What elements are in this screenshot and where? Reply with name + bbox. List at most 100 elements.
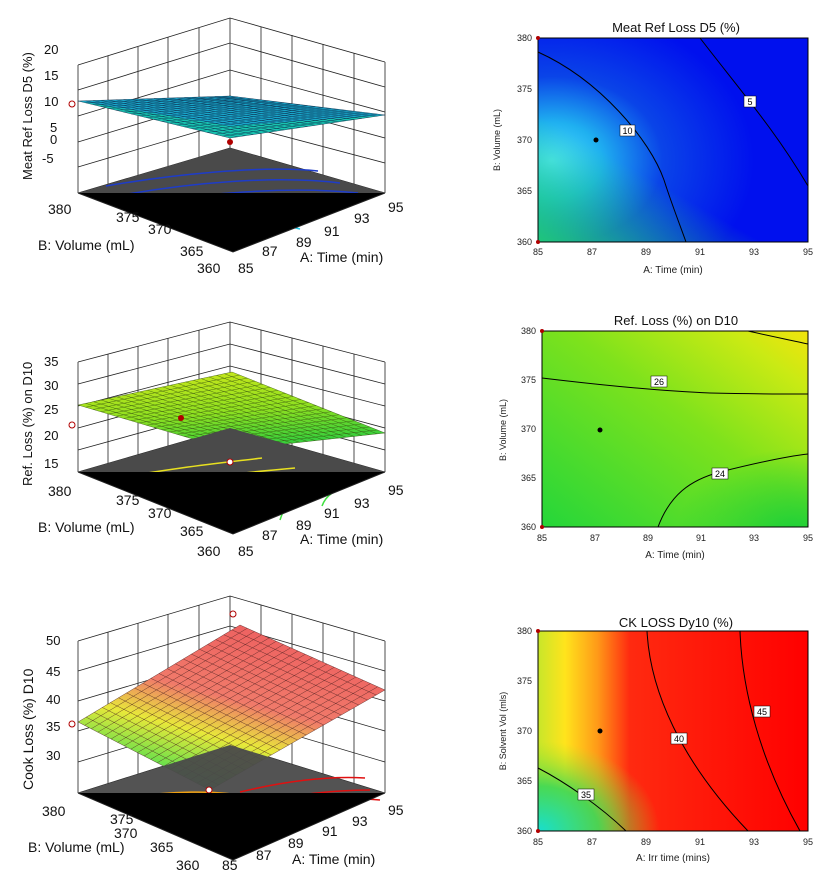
contour3-xlabel: A: Irr time (mins) [636,853,710,864]
tick-label: 365 [150,839,174,855]
tick-label: 375 [116,492,140,508]
tick-label: 87 [587,247,597,257]
surface-mesh-line [207,111,362,133]
tick-label: 85 [222,857,238,873]
surface3-xlabel: A: Time (min) [292,851,375,867]
surface-mesh-line [108,99,262,109]
surface-mesh-line [93,377,248,410]
surface2-zlabel: Ref. Loss (%) on D10 [20,362,35,486]
tick-label: 95 [388,802,404,818]
tick-label: 360 [517,826,532,836]
contour2-xlabel: A: Time (min) [645,550,704,561]
surface-mesh-line [91,631,255,729]
surface2-zticks: 35 30 25 20 15 [44,354,58,471]
contour2-title: Ref. Loss (%) on D10 [614,313,738,328]
contour1-field-shade [538,38,808,242]
tick-label: 85 [238,543,254,559]
surface-mesh-line [123,390,278,419]
surface3-ylabel: B: Volume (mL) [28,839,124,855]
tick-label: 20 [44,42,58,57]
surface3-yticks: 380 375 370 365 360 [42,803,200,873]
tick-label: 380 [517,626,532,636]
tick-label: 91 [696,533,706,543]
tick-label: 30 [44,378,58,393]
tick-label: 360 [197,260,221,276]
contour3-frame [537,630,809,832]
surface2-axis-marker [226,458,234,466]
contour1-ylabel: B: Volume (mL) [492,109,502,171]
contour2-label-24: 24 [715,469,725,479]
surface-mesh-line [161,106,316,122]
surface-mesh-line [104,637,270,736]
tick-label: 95 [803,837,813,847]
tick-label: 40 [46,692,60,707]
contour2-field-shade [542,331,808,527]
contour3-yticks: 360 365 370 375 380 [517,626,532,836]
tick-label: 380 [517,33,532,43]
tick-label: 375 [517,676,532,686]
surface-mesh-line [138,396,294,424]
tick-label: 0 [50,132,57,147]
contour3-title: CK LOSS Dy10 (%) [619,615,733,630]
tick-label: 380 [42,803,66,819]
surface-mesh-line [161,405,317,430]
surface1-xlabel: A: Time (min) [300,249,383,265]
tick-label: 375 [521,375,536,385]
tick-label: 95 [803,533,813,543]
contour1-corner-point [536,240,540,244]
surface-mesh-line [137,654,306,753]
surface1-yticks: 380 375 370 365 360 [48,201,221,276]
contour1-title: Meat Ref Loss D5 (%) [612,20,740,35]
tick-label: 87 [590,533,600,543]
surface-mesh-line [176,411,332,435]
contour1-xticks: 85 87 89 91 93 95 [533,247,813,257]
contour2-ylabel: B: Volume (mL) [498,399,508,461]
tick-label: 370 [148,221,172,237]
surface-mesh-line [100,380,255,412]
surface-plot-2: 35 30 25 20 15 Ref. Loss (%) on D10 380 … [20,321,404,559]
tick-label: 380 [48,201,72,217]
surface-mesh-line [146,104,300,118]
surface-mesh-line [77,95,231,102]
tick-label: 370 [148,505,172,521]
tick-label: 10 [44,94,58,109]
tick-label: 89 [643,533,653,543]
surface1-ylabel: B: Volume (mL) [38,237,134,253]
tick-label: 365 [517,186,532,196]
tick-label: 93 [354,210,370,226]
surface-mesh-line [85,96,238,104]
tick-label: 30 [46,748,60,763]
contour-plot-3: CK LOSS Dy10 (%) 35 40 45 360 365 370 37… [498,615,813,864]
surface2-axis-marker [68,421,76,429]
surface-plot-3: 50 45 40 35 30 Cook Loss (%) D10 380 375… [20,595,404,873]
tick-label: 87 [587,837,597,847]
tick-label: 360 [197,543,221,559]
contour3-label-45: 45 [757,707,767,717]
tick-label: 35 [44,354,58,369]
tick-label: 95 [803,247,813,257]
surface1-design-point [227,139,233,145]
tick-label: 93 [354,495,370,511]
tick-label: 365 [180,243,204,259]
tick-label: 360 [517,237,532,247]
tick-label: 89 [296,234,312,250]
contour1-yticks: 360 365 370 375 380 [517,33,532,247]
surface-mesh-line [150,660,320,760]
tick-label: 93 [749,837,759,847]
surface-mesh-line [153,402,309,428]
surface-mesh-line [222,113,378,137]
tick-label: 35 [46,719,60,734]
tick-label: 5 [50,120,57,135]
surface-mesh-line [184,414,340,437]
tick-label: 91 [695,837,705,847]
tick-label: 375 [517,84,532,94]
tick-label: 50 [46,633,60,648]
surface1-zlabel: Meat Ref Loss D5 (%) [20,52,35,180]
surface1-axes [77,192,386,253]
tick-label: 91 [324,223,340,239]
contour1-label-10: 10 [622,126,632,136]
surface3-axis-marker [229,610,237,618]
surface-mesh-line [214,112,370,135]
surface3-design-point [68,720,76,728]
contour-plot-2: Ref. Loss (%) on D10 26 24 360 365 370 3… [498,313,813,561]
